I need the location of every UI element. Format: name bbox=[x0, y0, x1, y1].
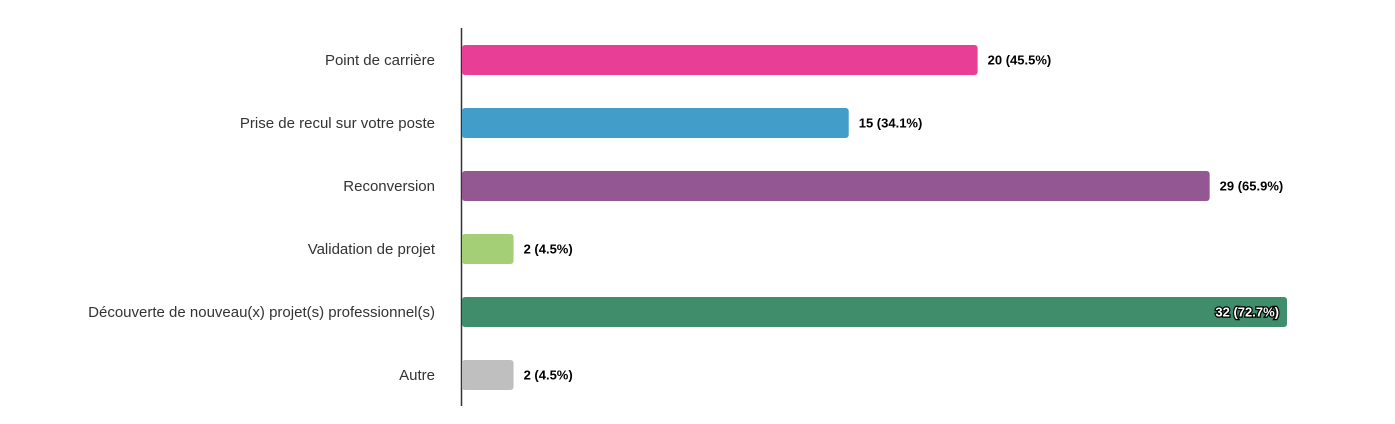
bar bbox=[462, 360, 514, 390]
bar bbox=[462, 297, 1287, 327]
bar bbox=[462, 234, 514, 264]
value-label: 20 (45.5%) bbox=[988, 52, 1052, 67]
bar bbox=[462, 171, 1210, 201]
value-label: 32 (72.7%) bbox=[1215, 304, 1279, 319]
bar bbox=[462, 108, 849, 138]
value-label: 2 (4.5%) bbox=[524, 241, 573, 256]
bar bbox=[462, 45, 978, 75]
category-label: Reconversion bbox=[343, 178, 435, 195]
category-label: Découverte de nouveau(x) projet(s) profe… bbox=[88, 304, 435, 321]
category-label: Validation de projet bbox=[308, 241, 436, 258]
category-label: Autre bbox=[399, 367, 435, 384]
category-label: Point de carrière bbox=[325, 52, 435, 69]
category-label: Prise de recul sur votre poste bbox=[240, 115, 435, 132]
value-label: 29 (65.9%) bbox=[1220, 178, 1284, 193]
value-label: 15 (34.1%) bbox=[859, 115, 923, 130]
value-label: 2 (4.5%) bbox=[524, 367, 573, 382]
